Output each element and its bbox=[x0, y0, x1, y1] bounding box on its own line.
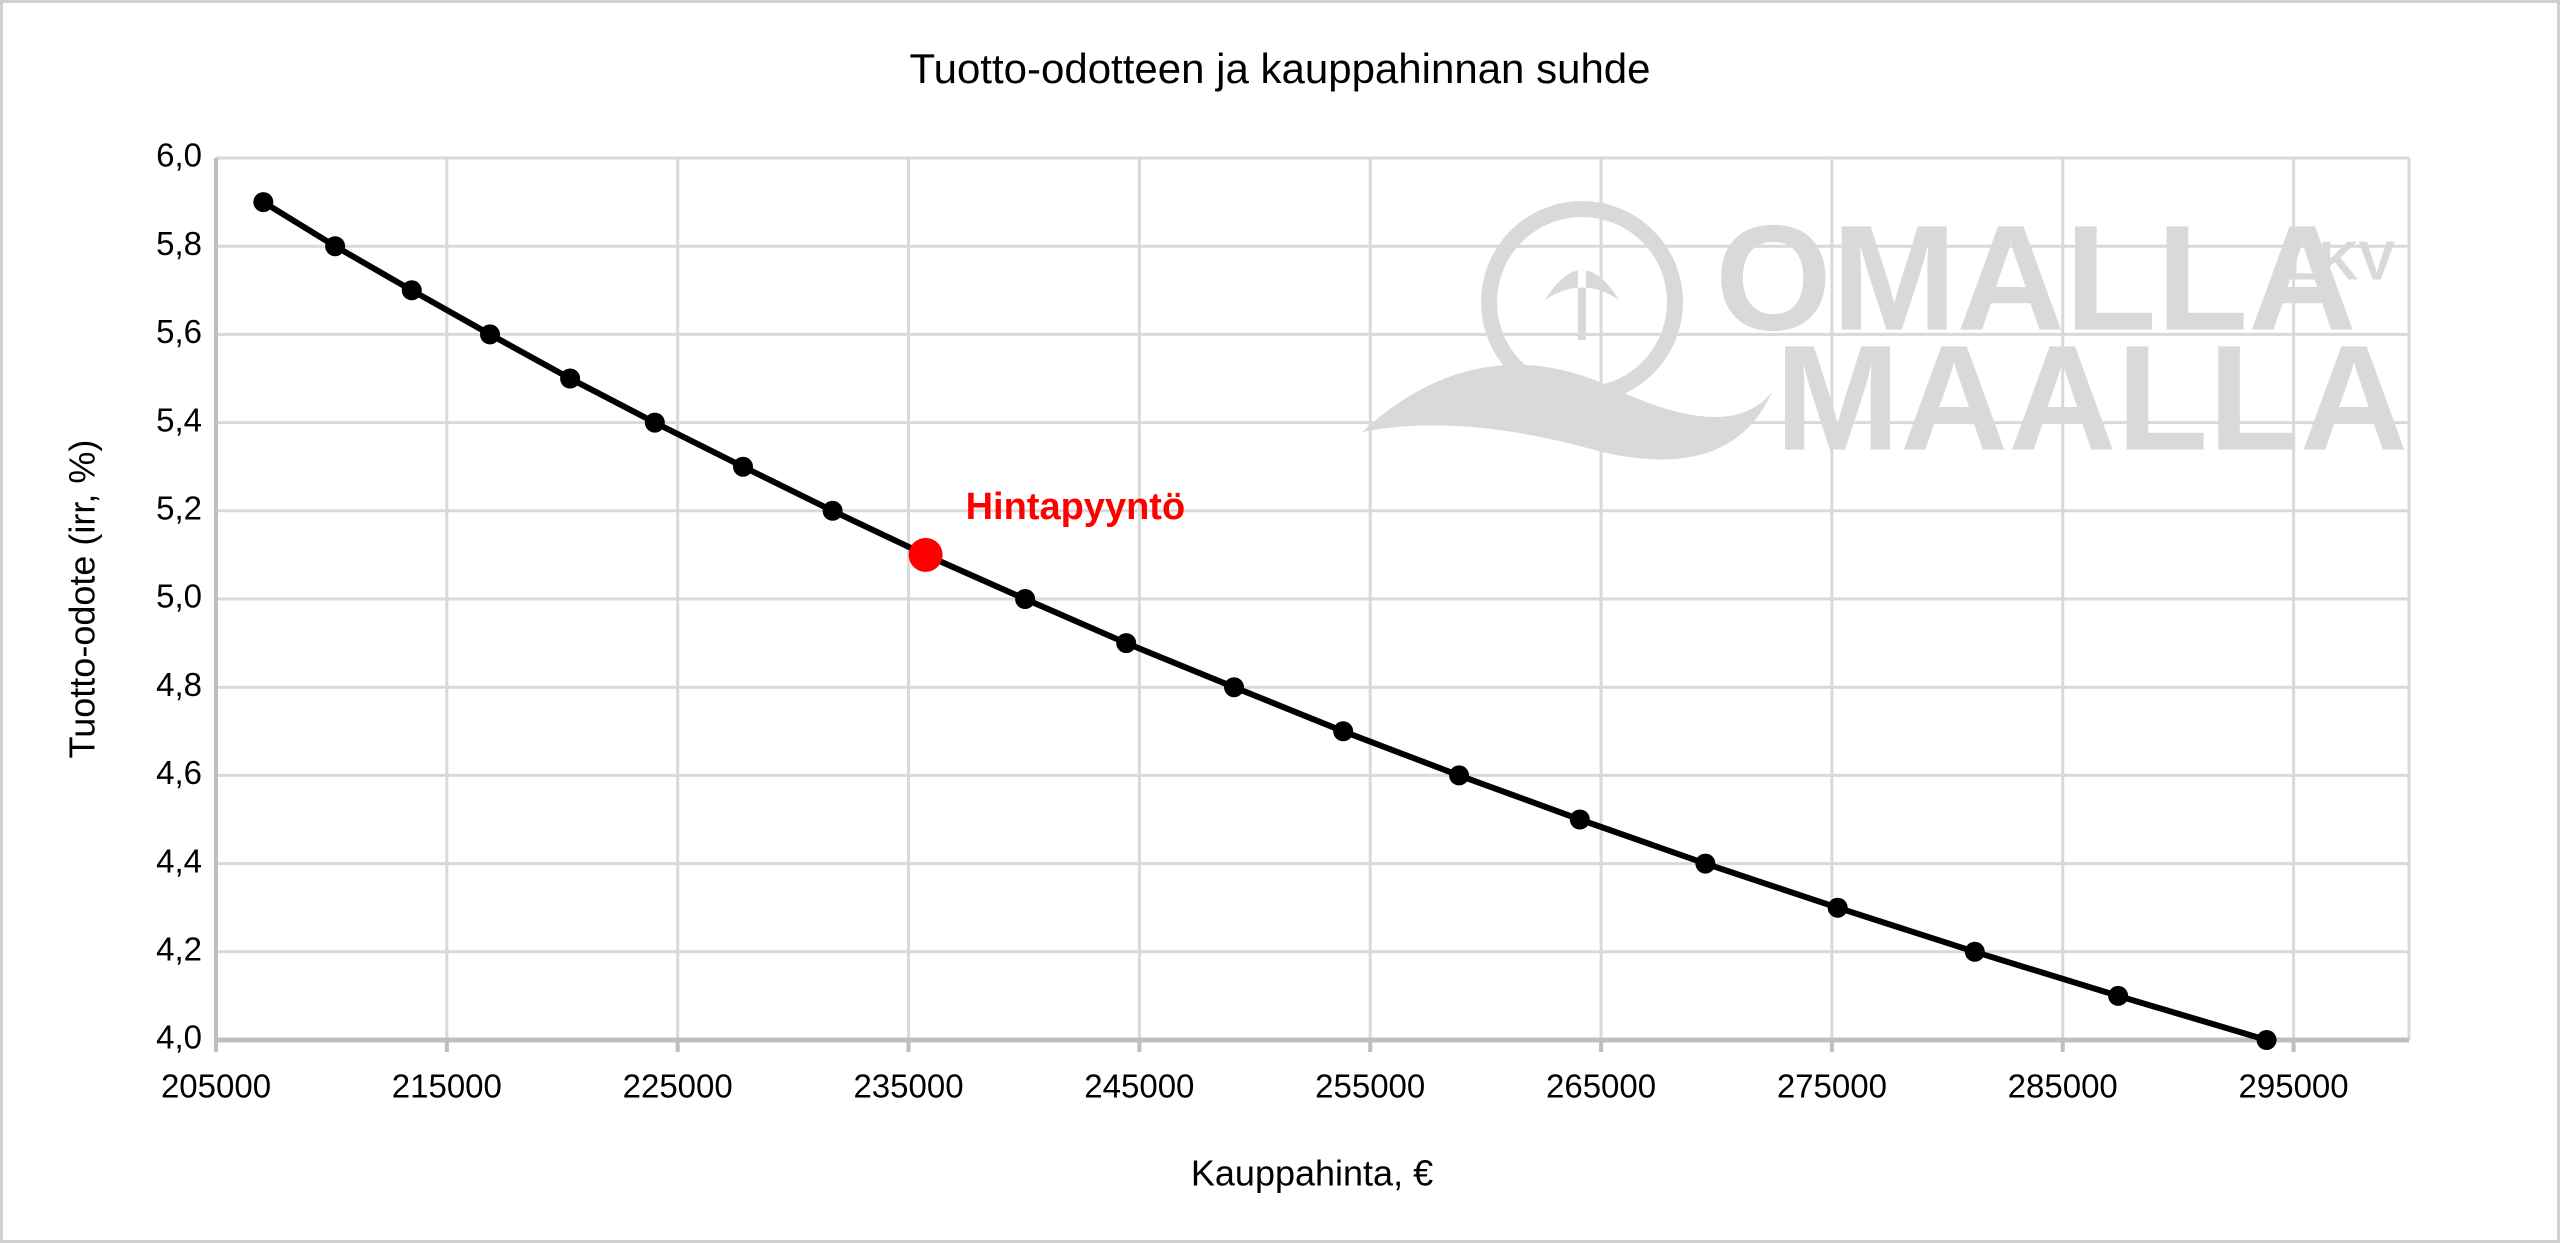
marker bbox=[1224, 677, 1245, 698]
x-tick-label: 265000 bbox=[1546, 1068, 1656, 1105]
marker bbox=[480, 324, 501, 345]
y-tick-label: 5,4 bbox=[156, 401, 202, 438]
x-tick-label: 235000 bbox=[853, 1068, 963, 1105]
marker bbox=[1827, 897, 1848, 918]
watermark-logo-wave bbox=[1362, 364, 1772, 460]
marker bbox=[1449, 765, 1470, 786]
y-tick-label: 4,0 bbox=[156, 1019, 202, 1056]
y-axis-label: Tuotto-odote (irr, %) bbox=[62, 440, 103, 759]
y-tick-label: 5,8 bbox=[156, 225, 202, 262]
y-tick-label: 5,2 bbox=[156, 490, 202, 527]
chart-title: Tuotto-odotteen ja kauppahinnan suhde bbox=[909, 45, 1650, 92]
marker bbox=[822, 500, 843, 521]
x-tick-label: 255000 bbox=[1315, 1068, 1425, 1105]
marker bbox=[1015, 589, 1036, 609]
y-tick-label: 4,6 bbox=[156, 754, 202, 791]
marker bbox=[2108, 985, 2129, 1006]
marker bbox=[560, 368, 581, 389]
marker bbox=[325, 236, 346, 257]
x-tick-label: 225000 bbox=[623, 1068, 733, 1105]
marker bbox=[253, 192, 274, 213]
x-tick-label: 205000 bbox=[161, 1068, 271, 1105]
x-tick-label: 245000 bbox=[1084, 1068, 1194, 1105]
marker bbox=[1569, 809, 1590, 830]
x-tick-label: 285000 bbox=[2008, 1068, 2118, 1105]
x-axis-label: Kauppahinta, € bbox=[1191, 1153, 1433, 1194]
marker bbox=[733, 456, 754, 477]
marker bbox=[1116, 633, 1137, 654]
watermark: OMALLA MAALLA LKV bbox=[1362, 194, 2408, 482]
watermark-text: MAALLA bbox=[1775, 314, 2408, 482]
y-tick-label: 4,8 bbox=[156, 666, 202, 703]
marker bbox=[1333, 721, 1354, 742]
y-tick-label: 5,0 bbox=[156, 578, 202, 615]
x-tick-label: 215000 bbox=[392, 1068, 502, 1105]
watermark-badge: LKV bbox=[2285, 230, 2395, 292]
marker bbox=[401, 280, 422, 301]
highlight-point bbox=[908, 537, 943, 572]
watermark-text: OMALLA bbox=[1715, 194, 2357, 362]
y-tick-label: 4,4 bbox=[156, 842, 202, 879]
x-tick-label: 275000 bbox=[1777, 1068, 1887, 1105]
y-tick-label: 4,2 bbox=[156, 931, 202, 968]
x-tick-label: 295000 bbox=[2239, 1068, 2349, 1105]
line bbox=[261, 199, 2268, 1043]
marker bbox=[644, 412, 665, 433]
marker bbox=[2256, 1030, 2277, 1050]
marker bbox=[1964, 941, 1985, 962]
y-tick-label: 5,6 bbox=[156, 313, 202, 350]
y-tick-label: 6,0 bbox=[156, 137, 202, 174]
marker bbox=[1695, 853, 1716, 874]
annotation: Hintapyyntö bbox=[966, 486, 1186, 528]
watermark-logo-tree bbox=[1545, 270, 1619, 340]
